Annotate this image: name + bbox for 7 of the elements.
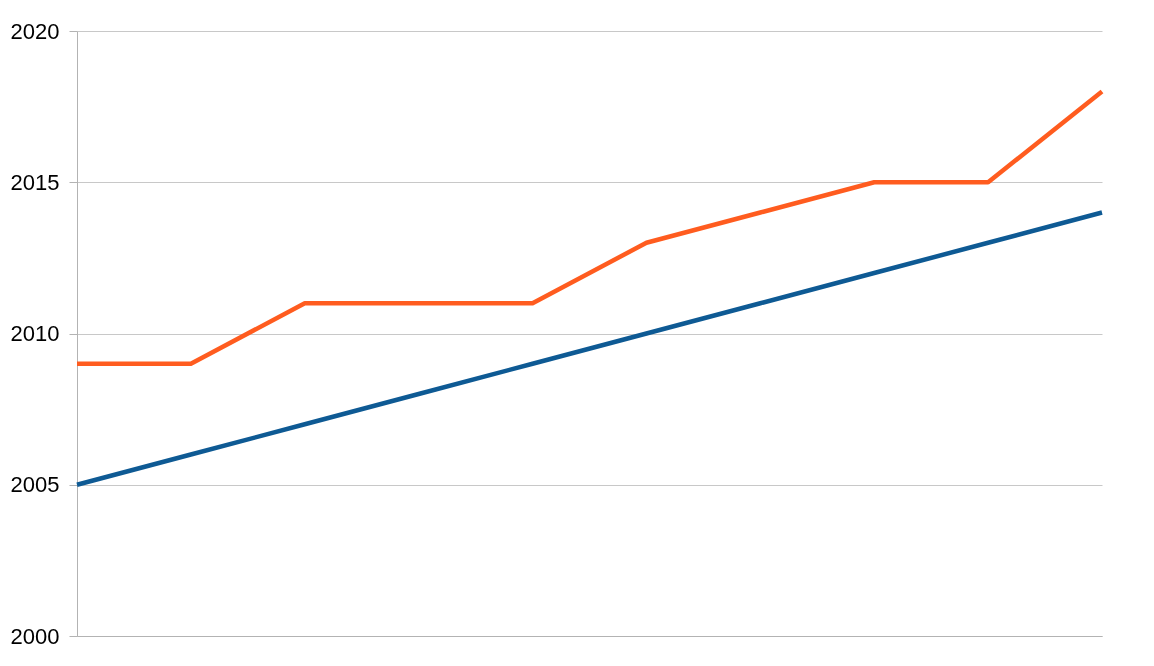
y-tick-label: 2005 [10,472,60,498]
y-tick-label: 2010 [10,321,60,346]
y-tick-label: 2020 [10,18,60,44]
line-series [74,210,1105,487]
line-series [74,89,1105,366]
y-tick-label: 2015 [10,169,60,195]
y-tick-label: 2000 [10,623,60,649]
